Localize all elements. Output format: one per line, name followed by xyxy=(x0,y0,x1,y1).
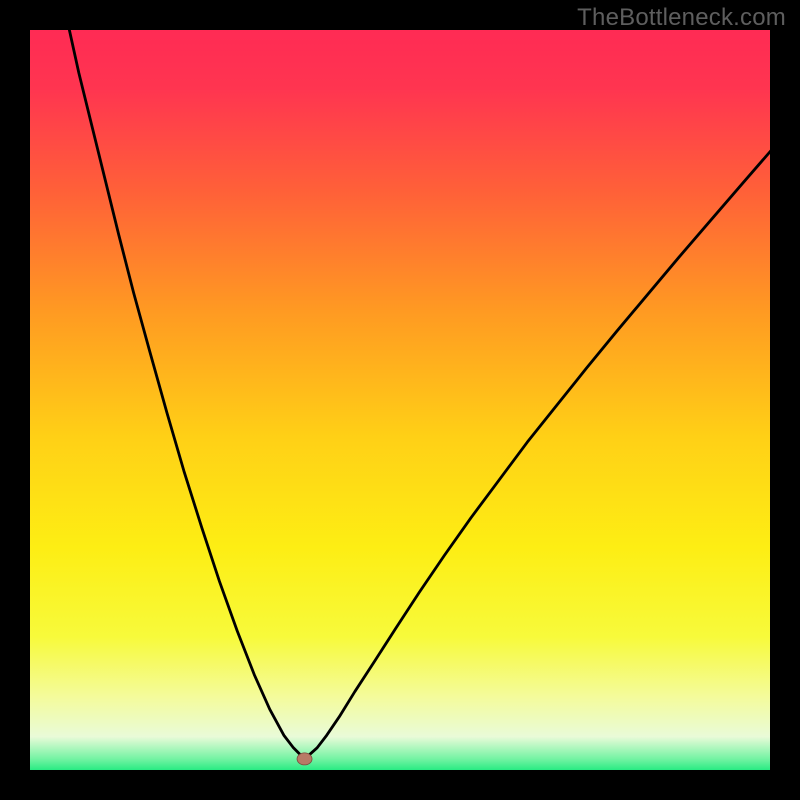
gradient-background xyxy=(30,30,770,770)
optimum-marker xyxy=(297,753,312,765)
plot-area xyxy=(30,30,770,770)
chart-frame: TheBottleneck.com xyxy=(0,0,800,800)
chart-svg xyxy=(30,30,770,770)
watermark-text: TheBottleneck.com xyxy=(577,4,786,32)
